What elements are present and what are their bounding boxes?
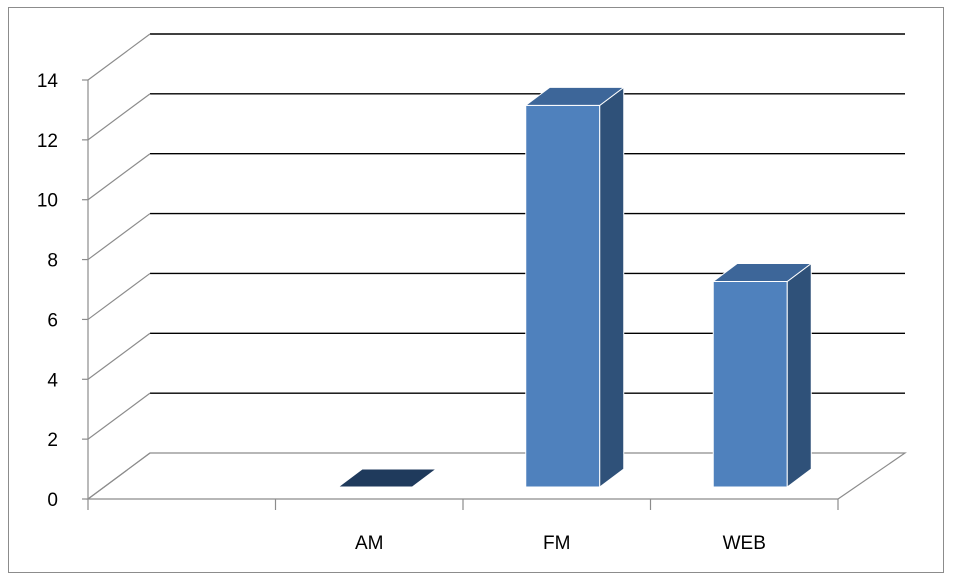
bar-top-fm bbox=[524, 86, 626, 106]
y-tick-label: 0 bbox=[47, 490, 58, 511]
side-wall-line bbox=[87, 33, 151, 81]
side-wall-line bbox=[87, 392, 151, 440]
side-wall-line bbox=[87, 153, 151, 201]
y-tick-label: 6 bbox=[47, 310, 58, 331]
y-tick-label: 10 bbox=[37, 191, 58, 212]
bar-top-web bbox=[711, 263, 813, 282]
bar-side-fm bbox=[599, 86, 625, 488]
bar-side-web bbox=[786, 262, 812, 488]
y-tick-label: 14 bbox=[37, 71, 59, 92]
y-tick-label: 8 bbox=[47, 251, 58, 272]
side-wall-line bbox=[87, 213, 151, 261]
x-category-label: AM bbox=[355, 533, 384, 554]
bar-fm bbox=[525, 104, 601, 488]
bar-am bbox=[336, 468, 438, 488]
side-wall-line bbox=[87, 272, 151, 320]
y-tick-label: 12 bbox=[37, 131, 58, 152]
y-tick-label: 2 bbox=[47, 430, 58, 451]
chart-floor bbox=[86, 452, 907, 500]
x-category-label: FM bbox=[543, 533, 570, 554]
side-wall-line bbox=[87, 93, 151, 141]
bar-web bbox=[712, 281, 788, 488]
side-wall-line bbox=[87, 332, 151, 380]
y-tick-label: 4 bbox=[47, 370, 58, 391]
x-category-label: WEB bbox=[723, 533, 766, 554]
